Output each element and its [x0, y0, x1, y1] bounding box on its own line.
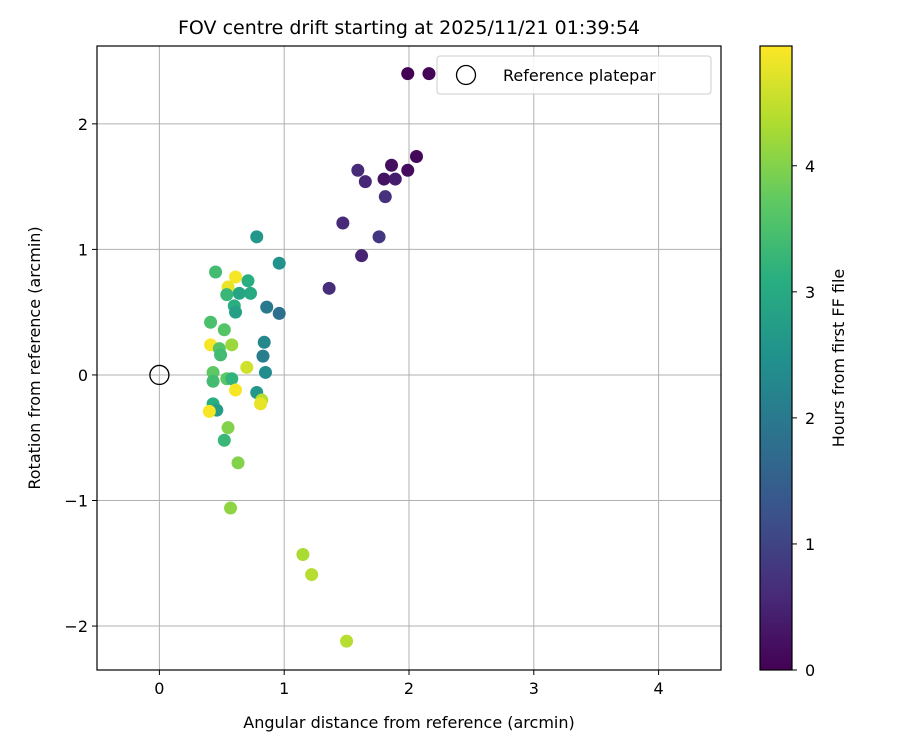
colorbar-tick-label: 1 — [805, 535, 815, 554]
y-tick-label: 1 — [78, 240, 88, 259]
scatter-point — [217, 323, 231, 337]
scatter-point — [401, 67, 415, 81]
colorbar: 0 1 2 3 4 Hours from first FF file — [759, 45, 848, 680]
scatter-point — [253, 397, 267, 411]
legend-box — [436, 55, 712, 95]
scatter-point — [385, 158, 399, 172]
points-layer — [202, 67, 436, 648]
colorbar-gradient — [760, 46, 792, 670]
scatter-point — [221, 421, 235, 435]
scatter-point — [272, 306, 286, 320]
colorbar-tick-layer: 0 1 2 3 4 — [792, 157, 815, 680]
legend-reference-marker — [455, 64, 477, 86]
y-tick-label: −2 — [64, 617, 88, 636]
scatter-point — [229, 305, 243, 319]
scatter-point — [240, 360, 254, 374]
scatter-point — [217, 433, 231, 447]
x-tick-label: 1 — [279, 679, 289, 698]
y-tick-label: 0 — [78, 366, 88, 385]
scatter-point — [244, 286, 258, 300]
scatter-point — [258, 365, 272, 379]
grid-layer — [97, 46, 721, 670]
y-axis-label: Rotation from reference (arcmin) — [25, 226, 44, 489]
scatter-point — [257, 335, 271, 349]
colorbar-tick-label: 0 — [805, 661, 815, 680]
y-tick-label: 2 — [78, 115, 88, 134]
scatter-point — [231, 456, 245, 470]
scatter-point — [296, 547, 310, 561]
scatter-point — [209, 265, 223, 279]
scatter-point — [225, 372, 239, 386]
scatter-point — [401, 163, 415, 177]
legend-entry-reference-platepar: Reference platepar — [503, 66, 656, 85]
y-tick-layer: −2 −1 0 1 2 — [64, 115, 97, 636]
scatter-point — [355, 249, 369, 263]
scatter-point — [322, 281, 336, 295]
scatter-point — [229, 383, 243, 397]
y-tick-label: −1 — [64, 492, 88, 511]
scatter-point — [224, 501, 238, 515]
scatter-point — [422, 67, 436, 81]
x-tick-label: 3 — [529, 679, 539, 698]
colorbar-tick-label: 4 — [805, 157, 815, 176]
scatter-point — [225, 338, 239, 352]
x-tick-label: 4 — [654, 679, 664, 698]
scatter-point — [305, 568, 319, 582]
scatter-point — [260, 300, 274, 314]
scatter-point — [377, 172, 391, 186]
scatter-point — [256, 349, 270, 363]
reference-platepar-marker — [149, 364, 170, 386]
x-tick-label: 2 — [404, 679, 414, 698]
scatter-point — [204, 315, 218, 329]
chart-title: FOV centre drift starting at 2025/11/21 … — [178, 17, 640, 39]
scatter-point — [272, 256, 286, 270]
x-tick-label: 0 — [154, 679, 164, 698]
scatter-point — [202, 404, 216, 418]
colorbar-frame — [759, 45, 793, 671]
scatter-point — [388, 172, 402, 186]
scatter-point — [372, 230, 386, 244]
scatter-point — [214, 348, 228, 362]
scatter-point — [351, 163, 365, 177]
colorbar-tick-label: 2 — [805, 409, 815, 428]
scatter-point — [229, 270, 243, 284]
scatter-point — [340, 634, 354, 648]
colorbar-label: Hours from first FF file — [829, 269, 848, 448]
scatter-point — [378, 190, 392, 204]
reference-layer — [149, 364, 170, 386]
scatter-point — [358, 175, 372, 189]
scatter-point — [250, 230, 264, 244]
colorbar-tick-label: 3 — [805, 283, 815, 302]
x-tick-layer: 0 1 2 3 4 — [154, 670, 664, 698]
x-axis-label: Angular distance from reference (arcmin) — [243, 713, 574, 732]
scatter-point — [220, 288, 234, 302]
scatter-point — [409, 149, 423, 163]
legend: Reference platepar — [436, 55, 712, 95]
scatter-point — [241, 274, 255, 288]
scatter-point — [206, 374, 220, 388]
scatter-point — [336, 216, 350, 230]
scatter-point — [232, 286, 246, 300]
